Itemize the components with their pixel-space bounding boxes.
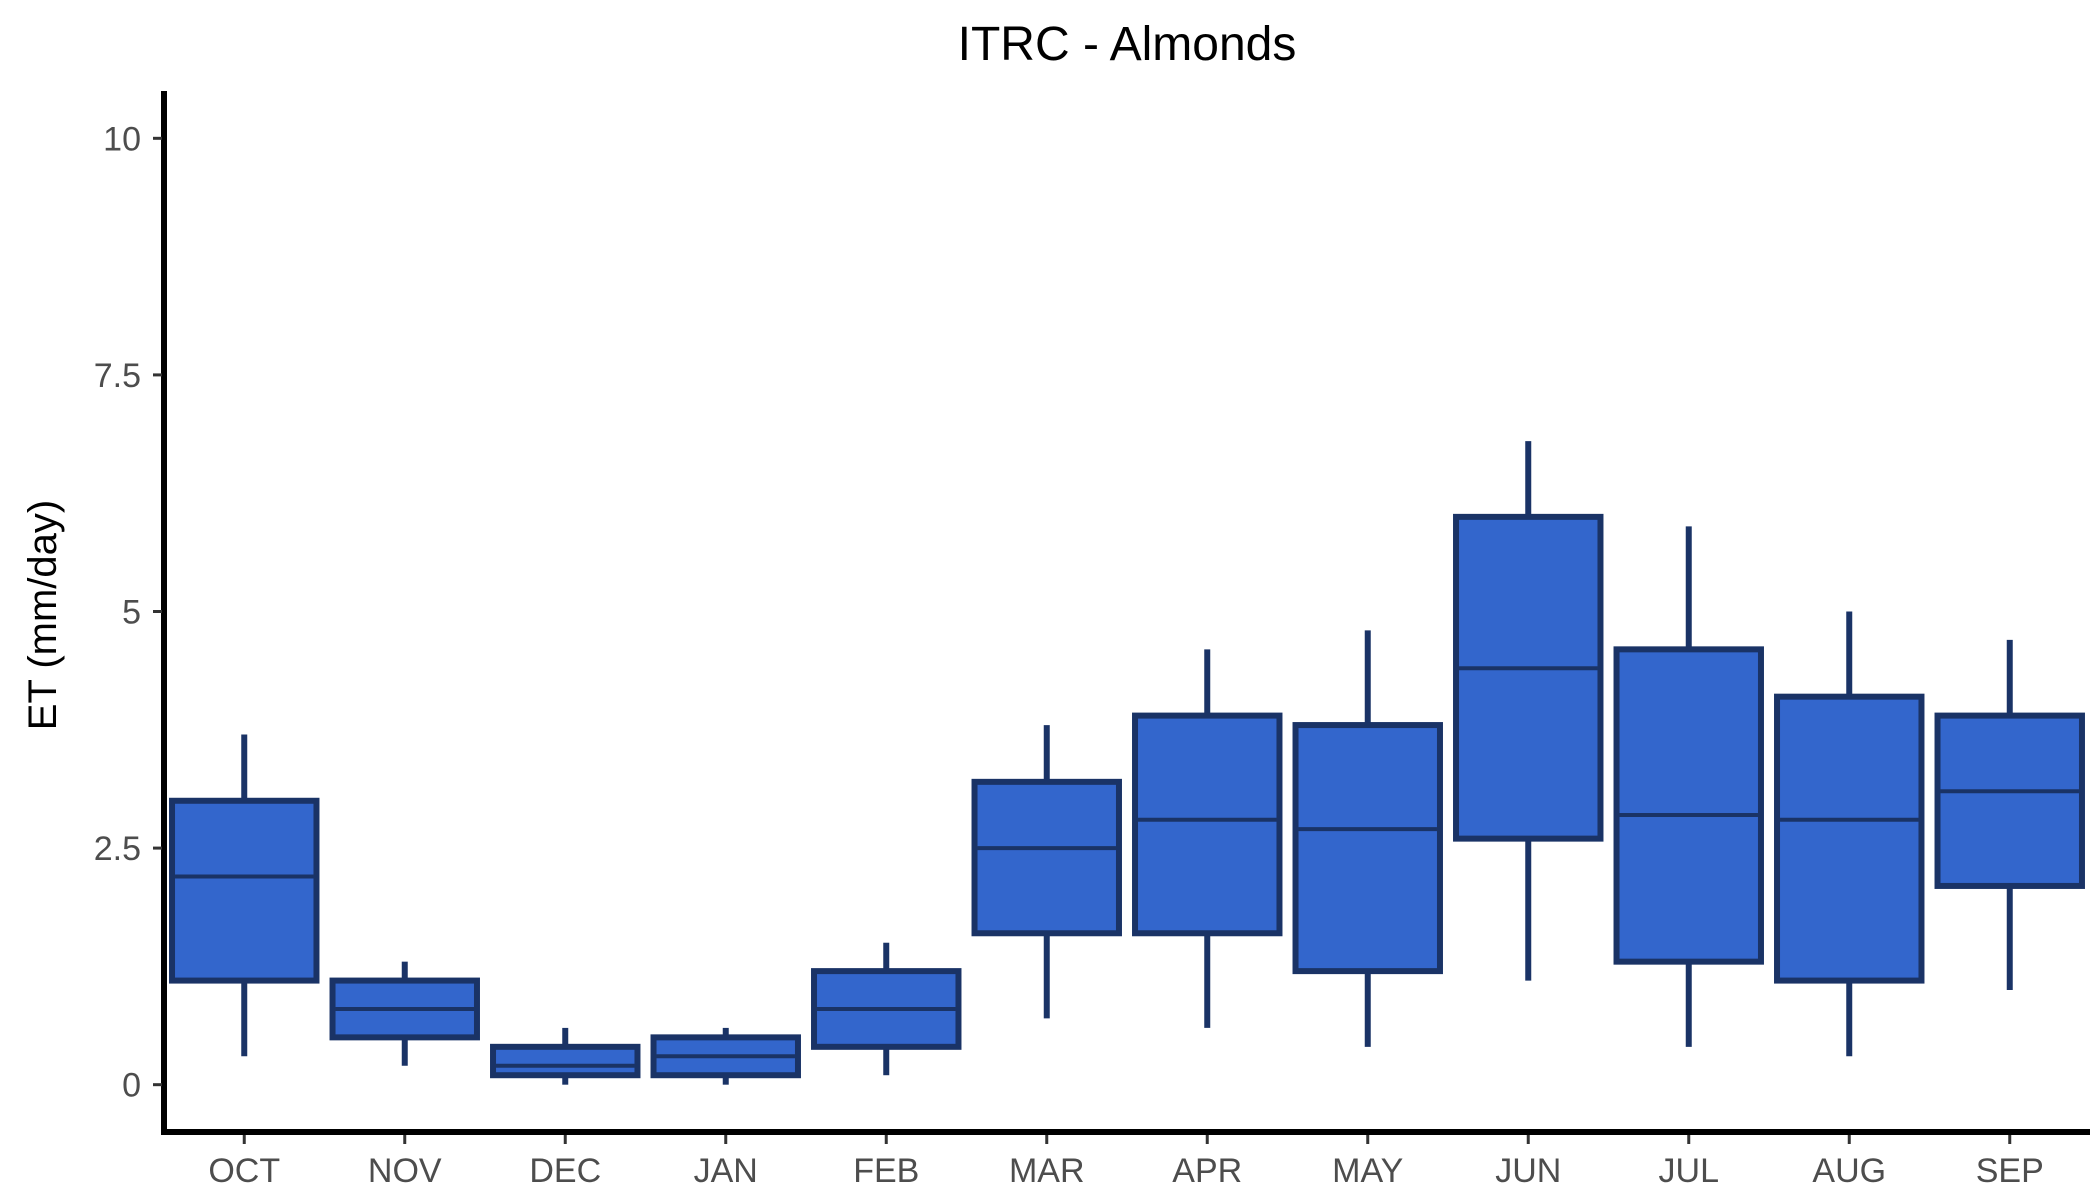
box-iqr [169, 797, 320, 984]
y-tick-label: 10 [103, 120, 141, 158]
boxes-layer [169, 441, 2085, 1085]
box-may [1292, 630, 1443, 1047]
box-jun [1453, 441, 1604, 981]
box-iqr [1453, 513, 1604, 842]
box-iqr [1132, 712, 1283, 937]
x-tick-label-jul: JUL [1659, 1152, 1719, 1190]
box-sep [1934, 639, 2085, 991]
chart-title: ITRC - Almonds [958, 18, 1297, 71]
x-tick-label-jun: JUN [1495, 1152, 1561, 1190]
x-tick-label-nov: NOV [368, 1152, 442, 1190]
x-tick-label-sep: SEP [1976, 1152, 2044, 1190]
box-iqr [971, 778, 1122, 937]
box-feb [811, 942, 962, 1076]
y-tick-label: 7.5 [94, 357, 141, 395]
box-oct [169, 734, 320, 1057]
box-jul [1613, 526, 1764, 1047]
box-jan [650, 1027, 801, 1085]
x-tick-label-apr: APR [1172, 1152, 1242, 1190]
x-tick-label-mar: MAR [1009, 1152, 1085, 1190]
y-tick-label: 0 [122, 1067, 141, 1105]
box-apr [1132, 649, 1283, 1028]
box-nov [329, 961, 480, 1066]
x-ticks-layer: OCT NOV DEC JAN FEB MAR APR MAY JUN JUL AUG SEP [208, 1135, 2044, 1190]
box-iqr [490, 1043, 641, 1079]
axes-layer [161, 91, 2090, 1135]
x-tick-label-jan: JAN [694, 1152, 758, 1190]
x-tick-label-dec: DEC [529, 1152, 601, 1190]
y-tick-label: 5 [122, 594, 141, 632]
y-axis-label: ET (mm/day) [21, 500, 65, 730]
x-tick-label-aug: AUG [1812, 1152, 1886, 1190]
box-iqr [1774, 693, 1925, 984]
x-tick-label-may: MAY [1332, 1152, 1403, 1190]
y-ticks-layer: 0 2.5 5 7.5 10 [94, 120, 162, 1105]
x-tick-label-feb: FEB [853, 1152, 919, 1190]
box-dec [490, 1027, 641, 1085]
box-iqr [1292, 722, 1443, 975]
box-iqr [1934, 712, 2085, 889]
y-tick-label: 2.5 [94, 830, 141, 868]
box-mar [971, 725, 1122, 1019]
box-iqr [1613, 646, 1764, 965]
x-tick-label-oct: OCT [208, 1152, 280, 1190]
box-aug [1774, 611, 1925, 1057]
